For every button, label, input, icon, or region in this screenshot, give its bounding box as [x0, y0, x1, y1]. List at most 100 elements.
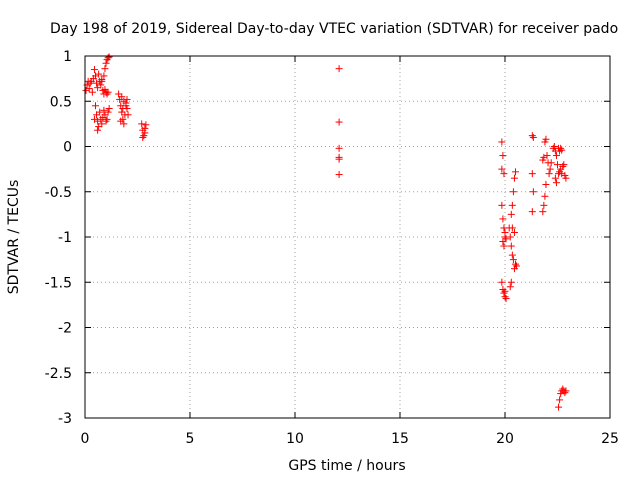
- data-point: [528, 170, 536, 178]
- axis-ticks: 0 5 10 15 20 25 1 0.5 0 -0.5 -1 -1.5 -2 -2.5 -3: [45, 49, 619, 447]
- data-point: [92, 102, 99, 110]
- data-point: [124, 111, 132, 119]
- data-point: [512, 168, 519, 176]
- data-point: [529, 188, 537, 196]
- plot-frame: [84, 55, 611, 419]
- y-tick-label: 1: [63, 49, 72, 65]
- data-point: [90, 115, 98, 123]
- data-point: [507, 210, 515, 218]
- x-tick-label: 5: [186, 431, 195, 447]
- y-tick-label: -1.5: [45, 275, 72, 291]
- data-point: [500, 289, 508, 297]
- data-point: [102, 117, 110, 125]
- y-axis-label: SDTVAR / TECUs: [6, 180, 22, 295]
- data-point: [506, 283, 514, 291]
- data-point: [118, 93, 126, 101]
- data-point: [100, 106, 108, 114]
- y-tick-label: 0: [63, 140, 72, 156]
- x-tick-label: 15: [391, 431, 409, 447]
- data-points: [82, 53, 570, 411]
- data-point: [552, 152, 560, 160]
- data-point: [509, 256, 517, 264]
- x-tick-label: 25: [601, 431, 619, 447]
- data-point: [103, 115, 111, 123]
- data-point: [555, 403, 563, 411]
- data-point: [119, 104, 127, 112]
- data-point: [500, 242, 508, 250]
- data-point: [558, 170, 566, 178]
- data-point: [499, 152, 507, 160]
- data-point: [86, 79, 94, 87]
- data-point: [104, 54, 112, 62]
- data-point: [502, 235, 510, 243]
- data-point: [510, 174, 518, 182]
- data-point: [561, 389, 569, 397]
- data-point: [138, 120, 146, 128]
- data-point: [139, 133, 147, 141]
- data-point: [501, 287, 509, 295]
- data-point: [97, 81, 105, 89]
- data-point: [104, 88, 112, 96]
- data-point: [528, 132, 536, 140]
- data-point: [96, 108, 104, 116]
- data-point: [558, 146, 566, 154]
- data-point: [554, 161, 561, 169]
- data-point: [542, 181, 550, 189]
- data-point: [117, 117, 125, 125]
- data-point: [95, 70, 103, 78]
- data-point: [499, 215, 507, 223]
- data-point: [335, 144, 343, 152]
- data-point: [335, 118, 343, 126]
- data-point: [508, 251, 516, 259]
- x-tick-label: 10: [286, 431, 304, 447]
- data-point: [502, 295, 510, 303]
- data-point: [529, 133, 537, 141]
- data-point: [562, 174, 570, 182]
- data-point: [104, 108, 112, 116]
- data-point: [85, 85, 93, 93]
- data-point: [528, 208, 536, 216]
- data-point: [508, 201, 516, 209]
- data-point: [101, 65, 109, 73]
- data-point: [550, 143, 558, 150]
- data-point: [506, 233, 514, 241]
- data-point: [93, 79, 101, 87]
- data-point: [498, 278, 506, 286]
- data-point: [507, 278, 515, 286]
- data-point: [102, 59, 110, 67]
- data-point: [507, 242, 515, 250]
- data-point: [509, 188, 517, 196]
- data-point: [498, 165, 506, 173]
- data-point: [545, 170, 553, 178]
- data-point: [105, 104, 113, 112]
- data-point: [92, 72, 99, 80]
- data-point: [552, 179, 560, 187]
- data-point: [88, 88, 96, 96]
- data-point: [498, 201, 506, 209]
- data-point: [543, 152, 551, 160]
- data-point: [335, 171, 343, 179]
- y-tick-label: -1: [58, 230, 72, 246]
- data-point: [498, 138, 506, 146]
- data-point: [94, 126, 102, 134]
- data-point: [547, 159, 555, 167]
- x-axis-label: GPS time / hours: [288, 458, 405, 474]
- data-point: [559, 162, 567, 170]
- data-point: [142, 121, 150, 129]
- data-point: [335, 65, 343, 73]
- data-point: [508, 224, 516, 232]
- data-point: [539, 208, 547, 216]
- data-point: [512, 260, 519, 268]
- data-point: [510, 228, 518, 236]
- y-tick-label: -0.5: [45, 185, 72, 201]
- data-point: [557, 144, 565, 152]
- data-point: [541, 192, 549, 200]
- grid: [85, 56, 610, 418]
- data-point: [82, 86, 90, 94]
- data-point: [90, 66, 98, 74]
- data-point: [542, 135, 550, 143]
- data-point: [105, 53, 113, 61]
- data-point: [560, 161, 568, 169]
- y-tick-label: 0.5: [50, 94, 72, 110]
- data-point: [123, 95, 131, 103]
